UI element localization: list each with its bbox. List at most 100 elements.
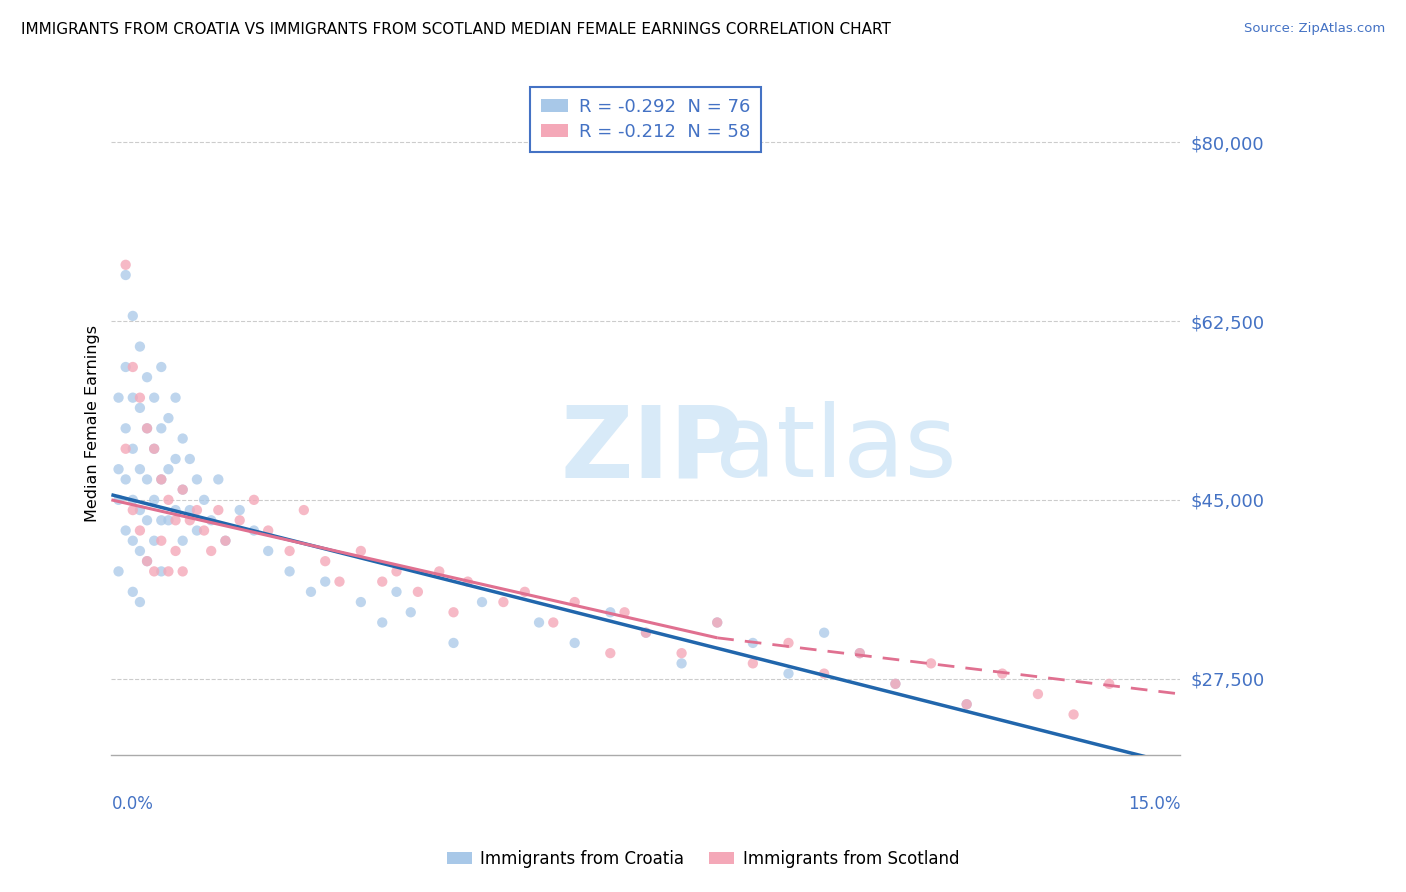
Point (114, 359, 136, 374)
Text: Source: ZipAtlas.com: Source: ZipAtlas.com (1244, 22, 1385, 36)
Point (157, 565, 180, 579)
Point (848, 646, 870, 660)
Point (121, 503, 143, 517)
Point (107, 565, 129, 579)
Point (741, 657, 763, 671)
Point (143, 533, 166, 548)
Point (129, 595, 152, 609)
Point (564, 595, 586, 609)
Y-axis label: Median Female Earnings: Median Female Earnings (86, 325, 100, 522)
Point (129, 544, 152, 558)
Point (243, 492, 266, 507)
Point (129, 340, 152, 354)
Point (121, 309, 143, 323)
Point (157, 492, 180, 507)
Point (129, 401, 152, 415)
Point (172, 483, 194, 497)
Point (471, 595, 494, 609)
Text: 15.0%: 15.0% (1128, 795, 1181, 814)
Point (706, 615, 728, 630)
Point (165, 513, 187, 527)
Point (778, 636, 800, 650)
Point (114, 258, 136, 272)
Point (143, 442, 166, 456)
Point (136, 421, 159, 435)
Point (136, 513, 159, 527)
Point (406, 584, 429, 599)
Point (599, 646, 621, 660)
Point (114, 472, 136, 486)
Point (172, 533, 194, 548)
Point (278, 544, 301, 558)
Point (634, 625, 657, 640)
Point (186, 503, 208, 517)
Point (150, 421, 173, 435)
Point (228, 503, 250, 517)
Point (214, 533, 236, 548)
Point (207, 503, 229, 517)
Point (1026, 687, 1049, 701)
Point (143, 442, 166, 456)
Point (143, 492, 166, 507)
Point (634, 625, 657, 640)
Point (193, 492, 215, 507)
Point (956, 698, 979, 712)
Text: atlas: atlas (716, 401, 957, 499)
Point (385, 584, 408, 599)
Point (350, 544, 373, 558)
Point (121, 492, 143, 507)
Point (107, 492, 129, 507)
Point (1063, 707, 1085, 722)
Point (150, 472, 173, 486)
Point (671, 657, 693, 671)
Point (564, 636, 586, 650)
Point (706, 615, 728, 630)
Point (385, 565, 408, 579)
Point (292, 503, 315, 517)
Point (165, 391, 187, 405)
Point (179, 503, 201, 517)
Point (107, 391, 129, 405)
Point (150, 513, 173, 527)
Point (136, 421, 159, 435)
Point (150, 359, 173, 374)
Point (157, 462, 180, 476)
Point (527, 615, 550, 630)
Point (328, 574, 350, 589)
Point (186, 524, 208, 538)
Point (136, 370, 159, 384)
Point (457, 574, 479, 589)
Point (200, 513, 222, 527)
Point (884, 677, 907, 691)
Point (129, 391, 152, 405)
Point (671, 646, 693, 660)
Point (136, 472, 159, 486)
Point (150, 472, 173, 486)
Point (136, 554, 159, 568)
Point (114, 442, 136, 456)
Point (150, 565, 173, 579)
Point (314, 554, 336, 568)
Point (399, 605, 422, 619)
Point (314, 574, 336, 589)
Point (214, 533, 236, 548)
Point (179, 513, 201, 527)
Point (257, 524, 280, 538)
Point (172, 432, 194, 446)
Point (278, 565, 301, 579)
Point (299, 584, 322, 599)
Point (129, 524, 152, 538)
Point (813, 625, 835, 640)
Point (513, 584, 536, 599)
Point (492, 595, 515, 609)
Point (129, 462, 152, 476)
Point (114, 524, 136, 538)
Point (427, 565, 450, 579)
Point (228, 513, 250, 527)
Point (179, 452, 201, 467)
Point (778, 666, 800, 681)
Text: IMMIGRANTS FROM CROATIA VS IMMIGRANTS FROM SCOTLAND MEDIAN FEMALE EARNINGS CORRE: IMMIGRANTS FROM CROATIA VS IMMIGRANTS FR… (21, 22, 891, 37)
Point (136, 554, 159, 568)
Point (443, 636, 465, 650)
Point (165, 544, 187, 558)
